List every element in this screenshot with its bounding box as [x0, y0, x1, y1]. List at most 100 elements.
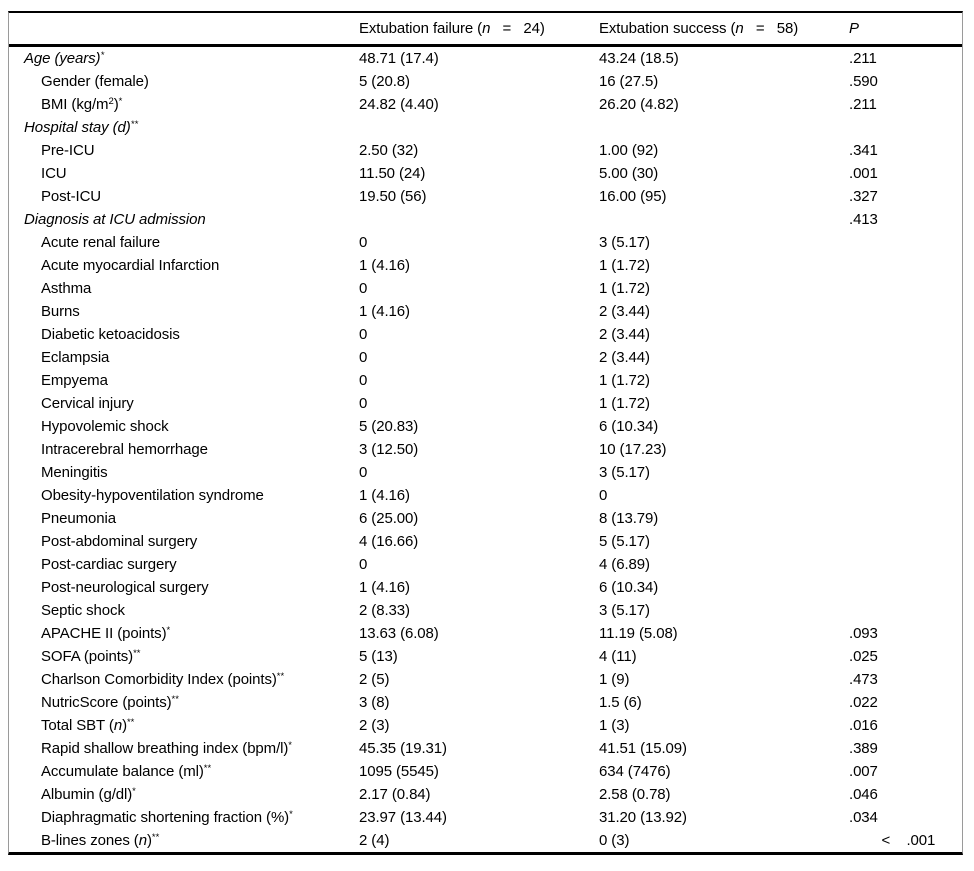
- text-segment: n: [113, 717, 123, 734]
- p-value-cell: .413: [849, 211, 878, 228]
- failure-value-cell: 19.50 (56): [359, 188, 427, 205]
- row-label-cell: Rapid shallow breathing index (bpm/l)*: [9, 737, 359, 760]
- p-value-cell: .389: [849, 740, 878, 757]
- row-label-cell: Eclampsia: [9, 346, 359, 369]
- p-value-cell: [849, 346, 962, 369]
- text-segment: Intracerebral hemorrhage: [41, 441, 208, 458]
- failure-value-cell: 48.71 (17.4): [359, 50, 439, 67]
- failure-value-cell: 0: [359, 326, 368, 343]
- row-label-cell: BMI (kg/m2)*: [9, 93, 359, 116]
- p-value-cell: [849, 599, 962, 622]
- p-value-cell: [849, 438, 962, 461]
- success-value-cell: 26.20 (4.82): [599, 96, 679, 113]
- table-row: Obesity-hypoventilation syndrome 1 (4.16)…: [9, 484, 962, 507]
- table-row: Albumin (g/dl)* 2.17 (0.84) 2.58 (0.78) .04…: [9, 783, 962, 806]
- p-value-cell: [849, 231, 962, 254]
- p-value-cell: .327: [849, 188, 878, 205]
- success-value-cell: 3 (5.17): [599, 234, 650, 251]
- row-label-cell: Post-abdominal surgery: [9, 530, 359, 553]
- text-segment: Hospital stay (d): [24, 119, 131, 136]
- failure-value-cell: 6 (25.00): [359, 510, 419, 527]
- text-segment: Pre-ICU: [41, 142, 95, 159]
- failure-value-cell: 2.17 (0.84): [359, 786, 431, 803]
- success-column-header: Extubation success (n = 58): [599, 13, 849, 47]
- failure-value-cell: 0: [359, 464, 368, 481]
- row-label-cell: SOFA (points)**: [9, 645, 359, 668]
- failure-value-cell: 0: [359, 556, 368, 573]
- failure-value-cell: 5 (20.8): [359, 73, 410, 90]
- success-value-cell: 0 (3): [599, 832, 630, 849]
- failure-value-cell: 23.97 (13.44): [359, 809, 447, 826]
- table-row: Hypovolemic shock 5 (20.83) 6 (10.34): [9, 415, 962, 438]
- table-row: Gender (female) 5 (20.8) 16 (27.5) .590: [9, 70, 962, 93]
- success-value-cell: 1.00 (92): [599, 142, 659, 159]
- failure-column-header: Extubation failure (n = 24): [359, 13, 599, 47]
- superscript-marker: **: [203, 763, 212, 774]
- table-row: ICU 11.50 (24) 5.00 (30) .001: [9, 162, 962, 185]
- text-segment: ICU: [41, 165, 67, 182]
- success-value-cell: 1 (1.72): [599, 280, 650, 297]
- table-row: Diaphragmatic shortening fraction (%)* 23…: [9, 806, 962, 829]
- success-value-cell: 1.5 (6): [599, 694, 642, 711]
- text-segment: Burns: [41, 303, 80, 320]
- text-segment: Age (years): [24, 50, 101, 67]
- failure-value-cell: 2 (5): [359, 671, 390, 688]
- row-label-cell: Empyema: [9, 369, 359, 392]
- row-label-cell: Age (years)*: [9, 46, 359, 71]
- table-row: Burns 1 (4.16) 2 (3.44): [9, 300, 962, 323]
- row-label-cell: Acute myocardial Infarction: [9, 254, 359, 277]
- text-segment: Empyema: [41, 372, 108, 389]
- table-header: Extubation failure (n = 24) Extubation su…: [9, 13, 962, 47]
- failure-value-cell: 45.35 (19.31): [359, 740, 447, 757]
- table-row: Post-ICU 19.50 (56) 16.00 (95) .327: [9, 185, 962, 208]
- row-label-cell: Acute renal failure: [9, 231, 359, 254]
- table-row: Total SBT (n)** 2 (3) 1 (3) .016: [9, 714, 962, 737]
- success-value-cell: 2 (3.44): [599, 326, 650, 343]
- success-value-cell: 0: [599, 487, 608, 504]
- success-value-cell: 43.24 (18.5): [599, 50, 679, 67]
- p-value-cell: .001: [849, 165, 878, 182]
- text-segment: Albumin (g/dl): [41, 786, 133, 803]
- success-value-cell: 3 (5.17): [599, 602, 650, 619]
- table-row: Diagnosis at ICU admission .413: [9, 208, 962, 231]
- superscript-marker: 2: [108, 96, 114, 107]
- text-segment: Cervical injury: [41, 395, 134, 412]
- p-value-cell: [849, 300, 962, 323]
- superscript-marker: *: [100, 50, 105, 61]
- row-label-cell: Diagnosis at ICU admission: [9, 208, 359, 231]
- p-value-cell: [849, 553, 962, 576]
- p-value-cell: .016: [849, 717, 878, 734]
- success-value-cell: 2 (3.44): [599, 349, 650, 366]
- p-value-cell: [849, 507, 962, 530]
- extubation-comparison-table: Extubation failure (n = 24) Extubation su…: [9, 13, 962, 852]
- text-segment: Diabetic ketoacidosis: [41, 326, 180, 343]
- p-value-cell: .341: [849, 142, 878, 159]
- table-row: Post-neurological surgery 1 (4.16) 6 (10.3…: [9, 576, 962, 599]
- row-label-cell: Obesity-hypoventilation syndrome: [9, 484, 359, 507]
- failure-value-cell: 0: [359, 395, 368, 412]
- row-label-cell: Burns: [9, 300, 359, 323]
- row-label-cell: Post-cardiac surgery: [9, 553, 359, 576]
- text-segment: Extubation failure (: [359, 20, 483, 37]
- success-value-cell: 31.20 (13.92): [599, 809, 687, 826]
- row-label-column-header: [9, 13, 359, 47]
- text-segment: Acute renal failure: [41, 234, 161, 251]
- p-value-cell: [849, 461, 962, 484]
- p-value-cell: .211: [849, 96, 877, 113]
- p-value-cell: [849, 484, 962, 507]
- failure-value-cell: 1 (4.16): [359, 257, 410, 274]
- row-label-cell: Pneumonia: [9, 507, 359, 530]
- comparison-table-frame: Extubation failure (n = 24) Extubation su…: [8, 11, 963, 855]
- superscript-marker: **: [276, 671, 285, 682]
- text-segment: Charlson Comorbidity Index (points): [41, 671, 277, 688]
- failure-value-cell: 3 (8): [359, 694, 390, 711]
- row-label-cell: Total SBT (n)**: [9, 714, 359, 737]
- failure-value-cell: 0: [359, 349, 368, 366]
- row-label-cell: Hypovolemic shock: [9, 415, 359, 438]
- p-value-cell: .590: [849, 73, 878, 90]
- failure-value-cell: 4 (16.66): [359, 533, 419, 550]
- row-label-cell: Post-ICU: [9, 185, 359, 208]
- table-row: Post-abdominal surgery 4 (16.66) 5 (5.17): [9, 530, 962, 553]
- p-value-cell: [849, 392, 962, 415]
- row-label-cell: Septic shock: [9, 599, 359, 622]
